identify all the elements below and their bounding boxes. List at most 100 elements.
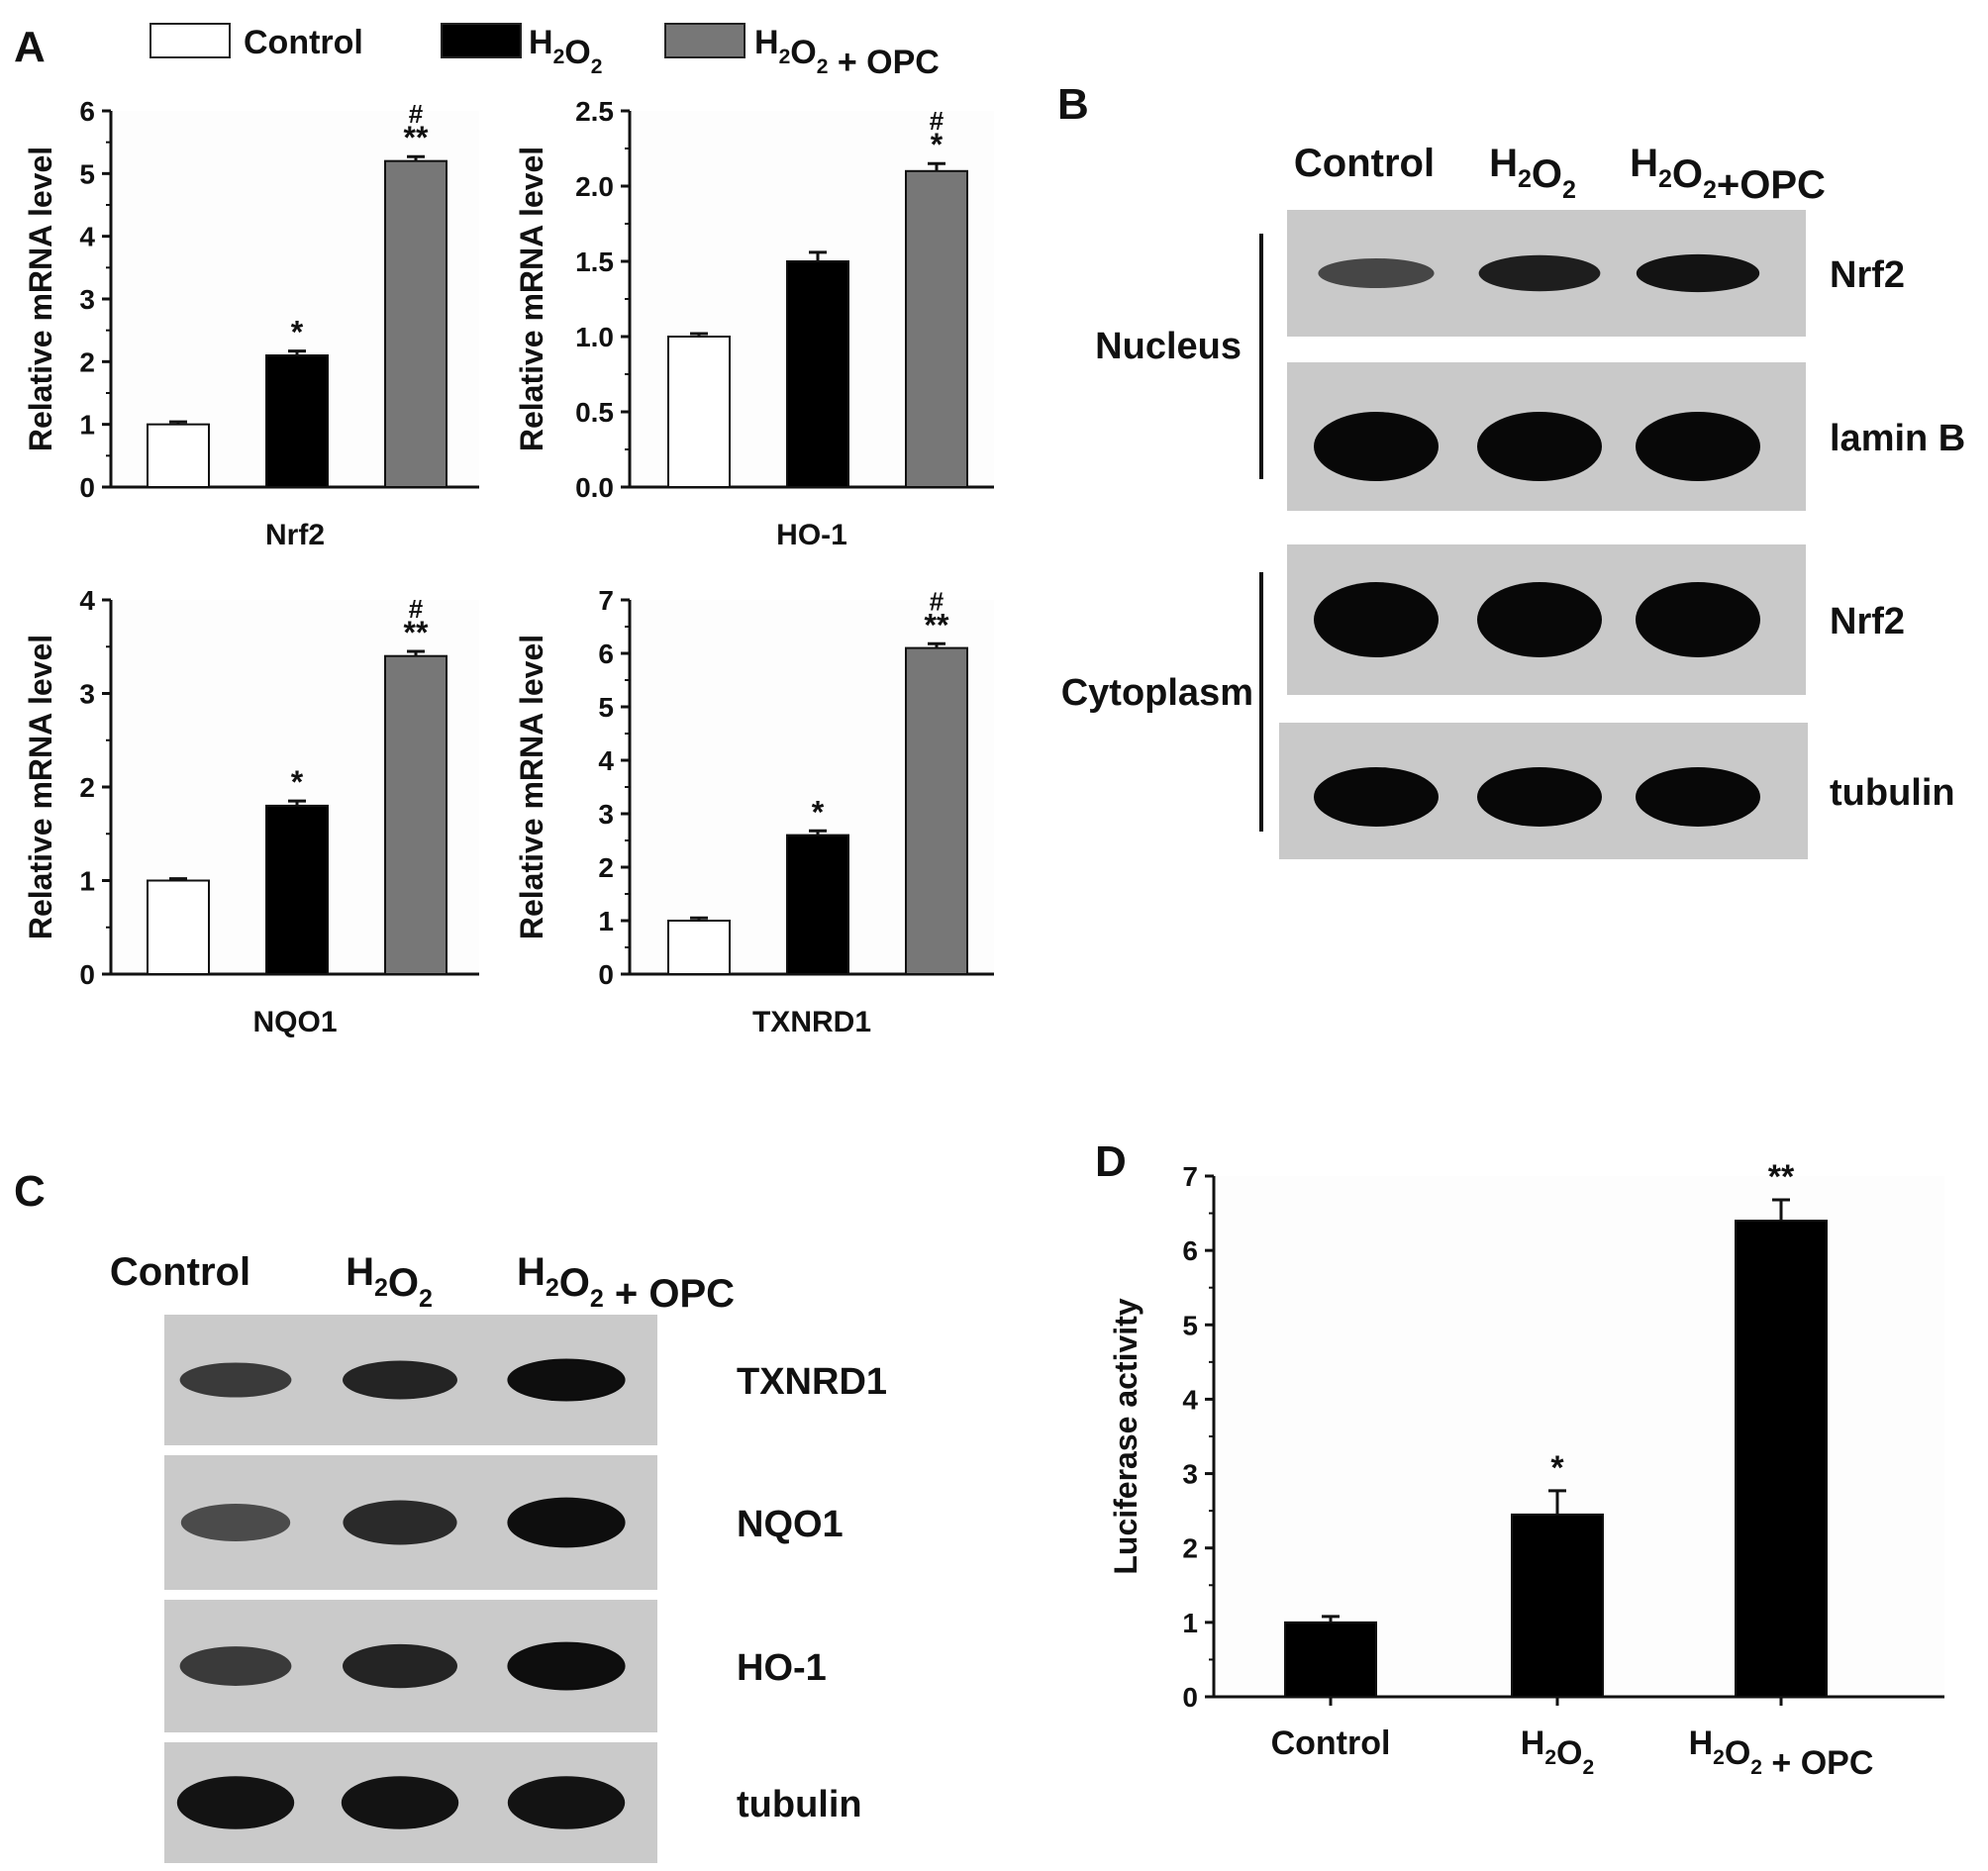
significance-mark: * bbox=[812, 794, 825, 830]
y-tick-label: 4 bbox=[79, 222, 95, 252]
y-tick-label: 2 bbox=[598, 852, 614, 883]
lane-label: H2O2 + OPC bbox=[517, 1250, 735, 1316]
blot-row-label: lamin B bbox=[1830, 418, 1965, 459]
y-tick-label: 0 bbox=[1182, 1682, 1198, 1713]
significance-mark: * bbox=[291, 315, 304, 350]
blot-row-label: tubulin bbox=[737, 1784, 862, 1825]
group-label: Cytoplasm bbox=[1061, 672, 1253, 714]
legend-label-2: H2O2 bbox=[529, 24, 602, 78]
x-tick-label: H2O2 + OPC bbox=[1689, 1724, 1874, 1782]
significance-mark: * bbox=[291, 764, 304, 800]
panel-label-d: D bbox=[1095, 1137, 1127, 1186]
bar bbox=[905, 646, 968, 975]
blot-band bbox=[507, 1776, 626, 1829]
blot-band bbox=[507, 1497, 626, 1548]
blot-band bbox=[180, 1504, 291, 1541]
lane-label: H2O2+OPC bbox=[1630, 142, 1826, 207]
bar bbox=[786, 260, 849, 488]
significance-mark: ** bbox=[404, 120, 429, 155]
y-axis-label: Relative mRNA level bbox=[23, 147, 58, 451]
significance-mark: ** bbox=[925, 607, 949, 642]
panel-label-c: C bbox=[14, 1167, 46, 1216]
y-tick-label: 1.0 bbox=[575, 322, 614, 352]
y-tick-label: 2 bbox=[79, 346, 95, 377]
lane-label: H2O2 bbox=[346, 1250, 433, 1313]
y-tick-label: 2.5 bbox=[575, 96, 614, 127]
blot-band bbox=[343, 1500, 457, 1545]
x-tick-label: H2O2 bbox=[1521, 1724, 1594, 1779]
bar bbox=[147, 423, 210, 488]
bar bbox=[265, 804, 329, 976]
y-tick-label: 4 bbox=[1182, 1384, 1198, 1415]
significance-mark-hash: # bbox=[409, 99, 424, 129]
y-tick-label: 2 bbox=[79, 772, 95, 803]
x-axis-label: HO-1 bbox=[776, 519, 847, 551]
blot-row-label: Nrf2 bbox=[1830, 601, 1905, 642]
blot-band bbox=[1318, 257, 1435, 289]
panel-label-b: B bbox=[1057, 80, 1089, 129]
blot-band bbox=[1477, 582, 1602, 657]
y-tick-label: 3 bbox=[598, 799, 614, 830]
blot-band bbox=[1314, 767, 1439, 827]
blot-row-label: Nrf2 bbox=[1830, 254, 1905, 296]
blot-band bbox=[179, 1362, 292, 1398]
significance-mark-hash: # bbox=[930, 106, 944, 136]
y-tick-label: 0 bbox=[79, 959, 95, 990]
blot-band bbox=[1314, 412, 1439, 481]
significance-mark: ** bbox=[1768, 1158, 1795, 1196]
blot-band bbox=[343, 1643, 457, 1689]
bar bbox=[265, 354, 329, 488]
blot-b: Control H2O2 H2O2+OPC Nrf2 lamin B Nrf2 tubuli… bbox=[1061, 142, 1965, 859]
y-tick-label: 5 bbox=[1182, 1310, 1198, 1340]
bar bbox=[384, 654, 447, 975]
y-tick-label: 7 bbox=[598, 585, 614, 616]
bar bbox=[786, 834, 849, 975]
bar bbox=[147, 879, 210, 975]
bar bbox=[384, 159, 447, 489]
blot-band bbox=[1636, 253, 1760, 293]
blot-row-label: NQO1 bbox=[737, 1504, 844, 1545]
y-tick-label: 5 bbox=[79, 158, 95, 189]
legend-label-3: H2O2 + OPC bbox=[754, 24, 940, 81]
lane-label: H2O2 bbox=[1489, 142, 1576, 204]
y-tick-label: 3 bbox=[79, 284, 95, 315]
blots: Control H2O2 H2O2+OPC Nrf2 lamin B Nrf2 tubuli… bbox=[110, 142, 1965, 1863]
bar bbox=[667, 336, 731, 488]
legend-swatch-3 bbox=[664, 23, 746, 58]
group-label: Nucleus bbox=[1095, 326, 1242, 367]
blot-band bbox=[176, 1776, 295, 1829]
x-axis-label: NQO1 bbox=[252, 1006, 337, 1038]
blot-row-label: TXNRD1 bbox=[737, 1361, 887, 1403]
blot-band bbox=[179, 1646, 292, 1686]
blot-band bbox=[507, 1641, 626, 1691]
legend-label-1: Control bbox=[244, 24, 363, 61]
lane-label: Control bbox=[110, 1250, 250, 1294]
significance-mark-hash: # bbox=[930, 586, 944, 616]
chart-2: 0.0 0.5 1.0 1.5 2.0 2.5 Relative mRNA level HO-… bbox=[514, 96, 994, 551]
significance-mark: ** bbox=[404, 615, 429, 650]
y-tick-label: 1 bbox=[1182, 1608, 1198, 1638]
y-tick-label: 2 bbox=[1182, 1533, 1198, 1564]
legend-swatch-2 bbox=[441, 23, 522, 58]
blot-band bbox=[1477, 412, 1602, 481]
x-axis-label: Nrf2 bbox=[265, 519, 325, 551]
blot-band bbox=[343, 1360, 457, 1400]
y-tick-label: 7 bbox=[1182, 1161, 1198, 1192]
lane-label: Control bbox=[1294, 142, 1435, 185]
y-tick-label: 5 bbox=[598, 692, 614, 723]
bar bbox=[1284, 1621, 1377, 1699]
y-tick-label: 0 bbox=[79, 472, 95, 503]
y-tick-label: 6 bbox=[598, 639, 614, 669]
blot-band bbox=[1636, 582, 1760, 657]
blot-band bbox=[1314, 582, 1439, 657]
y-tick-label: 6 bbox=[1182, 1235, 1198, 1266]
y-tick-label: 0.5 bbox=[575, 397, 614, 428]
bar bbox=[905, 169, 968, 489]
y-tick-label: 3 bbox=[79, 679, 95, 710]
significance-mark: * bbox=[931, 127, 944, 162]
y-axis-label: Relative mRNA level bbox=[514, 147, 549, 451]
